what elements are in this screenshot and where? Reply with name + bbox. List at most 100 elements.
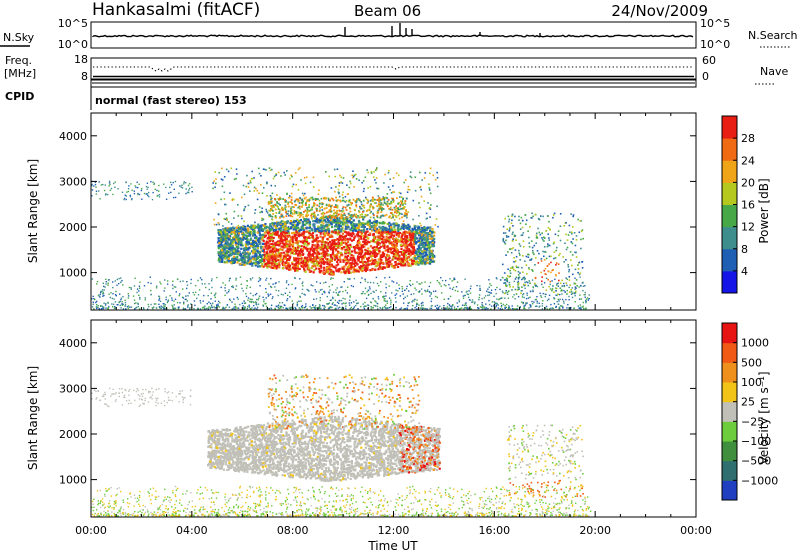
scatter-cell	[329, 205, 332, 208]
power-data	[91, 167, 590, 310]
scatter-cell	[504, 304, 506, 307]
scatter-cell	[299, 219, 302, 222]
scatter-cell	[405, 249, 408, 252]
scatter-cell	[342, 260, 345, 263]
scatter-cell	[143, 308, 145, 310]
scatter-cell	[369, 259, 372, 263]
scatter-cell	[314, 215, 317, 218]
scatter-cell	[378, 203, 381, 206]
scatter-cell	[389, 228, 392, 232]
scatter-cell	[239, 276, 242, 278]
scatter-cell	[261, 211, 263, 213]
scatter-cell	[235, 226, 239, 229]
scatter-cell	[283, 254, 286, 257]
scatter-cell	[314, 238, 317, 241]
scatter-cell	[326, 249, 329, 252]
scatter-cell	[488, 291, 491, 294]
scatter-cell	[339, 258, 342, 261]
scatter-cell	[428, 183, 430, 185]
scatter-cell	[290, 226, 293, 229]
scatter-cell	[400, 202, 403, 205]
scatter-cell	[403, 244, 406, 247]
scatter-cell	[206, 303, 208, 305]
scatter-cell	[352, 285, 354, 288]
freq-panel: Freq. [MHz] 18 8 60 0 Nave	[4, 53, 788, 85]
scatter-cell	[373, 214, 375, 216]
scatter-cell	[320, 261, 323, 264]
scatter-cell	[375, 169, 377, 171]
scatter-cell	[575, 256, 578, 258]
scatter-cell	[423, 254, 426, 257]
scatter-cell	[342, 206, 345, 208]
scatter-cell	[313, 306, 315, 309]
scatter-cell	[380, 255, 383, 258]
scatter-cell	[555, 290, 557, 292]
scatter-cell	[285, 210, 288, 213]
scatter-cell	[396, 197, 398, 200]
scatter-cell	[270, 257, 273, 260]
scatter-cell	[254, 264, 257, 267]
scatter-cell	[393, 257, 396, 260]
scatter-cell	[294, 228, 297, 231]
scatter-cell	[407, 188, 409, 191]
scatter-cell	[381, 222, 384, 225]
scatter-cell	[518, 219, 520, 221]
scatter-cell	[397, 202, 399, 205]
scatter-cell	[347, 259, 350, 262]
scatter-cell	[386, 255, 389, 258]
scatter-cell	[364, 213, 367, 216]
scatter-cell	[365, 305, 367, 307]
scatter-cell	[527, 256, 530, 258]
scatter-cell	[570, 241, 573, 243]
scatter-cell	[314, 229, 317, 233]
scatter-cell	[353, 223, 356, 226]
scatter-cell	[243, 251, 246, 254]
scatter-cell	[568, 308, 570, 310]
scatter-cell	[285, 215, 288, 218]
scatter-cell	[318, 291, 320, 293]
scatter-cell	[220, 198, 222, 201]
scatter-cell	[299, 228, 302, 231]
scatter-cell	[346, 221, 349, 224]
scatter-cell	[308, 236, 312, 239]
scatter-cell	[165, 296, 167, 298]
scatter-cell	[423, 200, 425, 202]
scatter-cell	[279, 204, 281, 206]
scatter-cell	[219, 253, 222, 256]
scatter-cell	[352, 176, 354, 179]
scatter-cell	[229, 244, 232, 247]
scatter-cell	[391, 197, 393, 200]
scatter-cell	[259, 279, 261, 281]
scatter-cell	[308, 224, 311, 227]
scatter-cell	[298, 231, 301, 234]
scatter-cell	[584, 294, 586, 296]
scatter-cell	[336, 260, 339, 264]
scatter-cell	[299, 196, 301, 199]
scatter-cell	[286, 243, 289, 246]
scatter-cell	[238, 228, 241, 231]
scatter-cell	[540, 215, 542, 217]
scatter-cell	[327, 307, 330, 310]
scatter-cell	[570, 213, 572, 215]
scatter-cell	[422, 304, 424, 306]
scatter-cell	[543, 250, 546, 253]
scatter-cell	[302, 223, 305, 226]
scatter-cell	[155, 287, 158, 289]
scatter-cell	[260, 247, 263, 250]
scatter-cell	[258, 242, 261, 245]
scatter-cell	[357, 246, 361, 249]
scatter-cell	[539, 292, 541, 294]
scatter-cell	[299, 240, 302, 243]
scatter-cell	[298, 230, 301, 233]
scatter-cell	[227, 238, 230, 241]
scatter-cell	[237, 239, 241, 242]
scatter-cell	[323, 305, 325, 307]
scatter-cell	[357, 215, 359, 217]
scatter-cell	[310, 270, 313, 273]
scatter-cell	[580, 247, 582, 250]
scatter-cell	[402, 206, 405, 209]
scatter-cell	[245, 255, 248, 258]
scatter-cell	[341, 226, 344, 229]
scatter-cell	[506, 284, 508, 287]
scatter-cell	[452, 286, 455, 289]
